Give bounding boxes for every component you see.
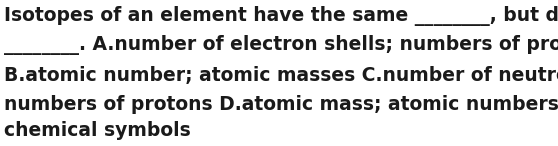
Text: ________. A.number of electron shells; numbers of protons: ________. A.number of electron shells; n… — [4, 35, 558, 55]
Text: chemical symbols: chemical symbols — [4, 121, 191, 140]
Text: numbers of protons D.atomic mass; atomic numbers E.name;: numbers of protons D.atomic mass; atomic… — [4, 95, 558, 114]
Text: B.atomic number; atomic masses C.number of neutrons;: B.atomic number; atomic masses C.number … — [4, 66, 558, 85]
Text: Isotopes of an element have the same ________, but different: Isotopes of an element have the same ___… — [4, 6, 558, 26]
